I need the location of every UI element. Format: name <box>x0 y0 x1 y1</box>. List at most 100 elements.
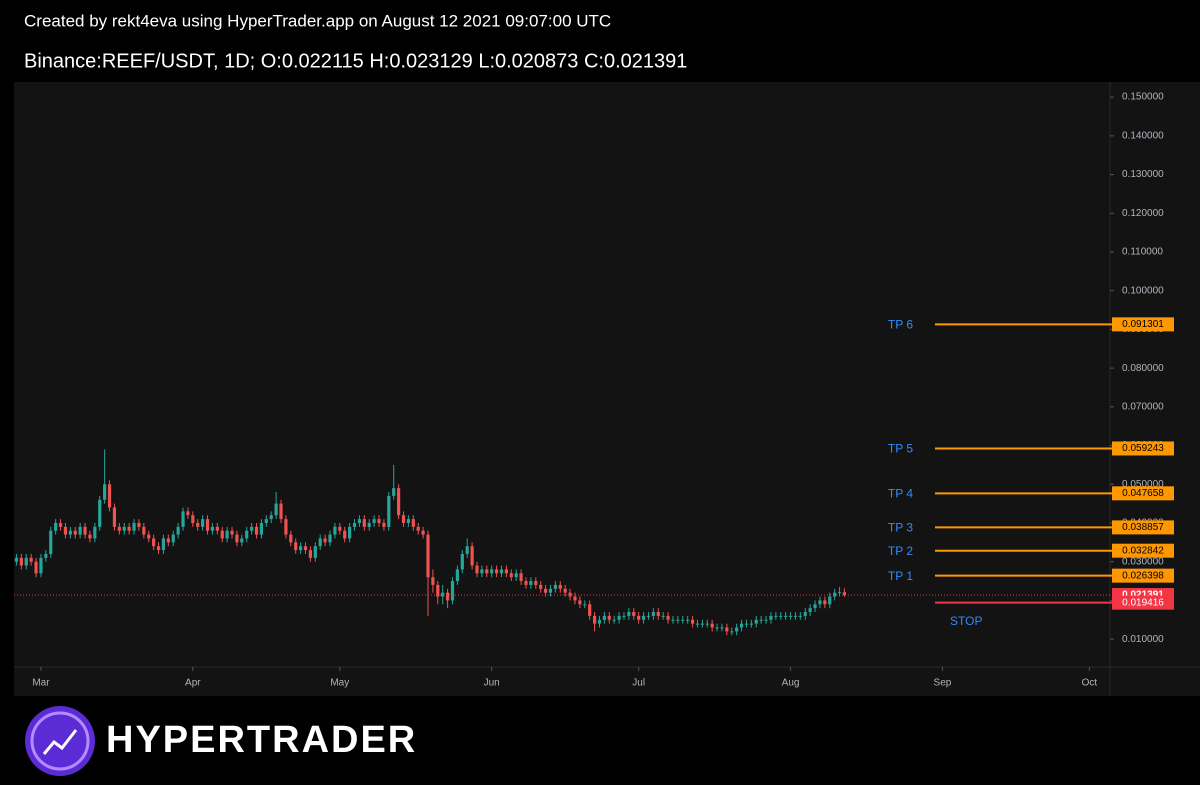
candle-body <box>632 612 636 616</box>
candle-body <box>715 627 719 629</box>
y-tick-label: 0.140000 <box>1122 130 1164 141</box>
candle-body <box>421 530 425 535</box>
candle-body <box>661 615 665 617</box>
candle-body <box>808 608 812 613</box>
level-box <box>1112 486 1174 501</box>
candle-body <box>637 615 641 620</box>
candle-body <box>744 623 749 625</box>
candle-body <box>269 515 273 520</box>
candle-body <box>352 522 357 527</box>
candle-body <box>34 561 38 574</box>
candle-body <box>313 546 317 558</box>
candle-body <box>754 619 758 624</box>
candle-body <box>29 557 33 562</box>
candle-body <box>259 522 264 535</box>
candle-body <box>392 488 396 496</box>
candle-body <box>588 604 592 616</box>
candle-body <box>372 519 376 523</box>
candle-body <box>88 534 92 539</box>
candle-body <box>250 526 254 531</box>
candle-body <box>470 546 474 566</box>
candle-body <box>837 592 842 594</box>
candle-body <box>191 515 195 523</box>
candle-body <box>490 569 494 574</box>
candle-body <box>44 553 48 558</box>
candle-body <box>445 592 450 601</box>
candle-body <box>49 530 53 554</box>
y-tick-label: 0.120000 <box>1122 208 1164 219</box>
candle-body <box>823 600 827 605</box>
candle-body <box>19 557 23 566</box>
candle-body <box>617 615 621 620</box>
y-tick-label: 0.080000 <box>1122 363 1164 374</box>
candle-body <box>450 581 455 601</box>
candle-body <box>573 596 577 601</box>
x-tick-label: May <box>330 678 349 689</box>
candle-body <box>646 615 651 617</box>
candle-body <box>499 569 504 574</box>
x-tick-label: Apr <box>185 678 201 689</box>
candle-body <box>220 530 224 539</box>
candle-body <box>14 557 19 562</box>
candle-body <box>201 519 205 527</box>
candle-body <box>803 612 807 616</box>
candle-body <box>690 619 695 624</box>
candles <box>14 449 847 636</box>
candle-body <box>401 515 406 523</box>
candle-body <box>813 604 817 609</box>
candle-body <box>764 619 768 621</box>
candle-body <box>480 569 484 574</box>
candle-body <box>730 631 734 633</box>
candle-body <box>671 619 675 621</box>
candle-body <box>93 526 97 539</box>
candle-body <box>406 519 411 523</box>
candle-body <box>362 519 366 527</box>
candle-body <box>161 538 166 551</box>
candle-body <box>323 538 327 543</box>
level-name: TP 1 <box>888 569 913 583</box>
candle-body <box>230 530 234 535</box>
candle-body <box>578 600 582 605</box>
candle-body <box>749 623 753 625</box>
candle-body <box>152 538 156 547</box>
level-price: 0.047658 <box>1122 488 1164 499</box>
candle-body <box>504 569 508 574</box>
candle-body <box>563 588 567 593</box>
candle-body <box>656 612 660 616</box>
candle-body <box>416 526 420 531</box>
y-tick-label: 0.010000 <box>1122 634 1164 645</box>
x-tick-label: Sep <box>934 678 952 689</box>
y-tick-label: 0.050000 <box>1122 479 1164 490</box>
y-tick-label: 0.110000 <box>1122 247 1163 258</box>
candle-body <box>147 534 151 539</box>
candle-body <box>240 538 244 543</box>
candle-body <box>279 503 283 520</box>
candle-body <box>539 584 543 589</box>
candle-body <box>333 526 337 535</box>
candle-body <box>254 526 259 535</box>
candle-body <box>627 612 631 616</box>
candle-body <box>122 526 126 531</box>
candle-body <box>210 526 215 531</box>
logo <box>25 706 95 776</box>
candle-body <box>142 526 146 535</box>
candle-body <box>171 534 175 543</box>
candle-body <box>382 522 386 527</box>
candle-body <box>833 592 837 597</box>
candle-body <box>117 526 121 531</box>
candle-body <box>641 615 646 620</box>
candle-body <box>543 588 548 593</box>
candle-body <box>455 569 459 582</box>
brand: HYPERTRADER <box>106 719 417 761</box>
x-tick-label: Jun <box>484 678 500 689</box>
candle-body <box>103 484 107 500</box>
candle-body <box>666 615 670 620</box>
x-tick-label: Aug <box>782 678 800 689</box>
candle-body <box>788 615 793 617</box>
y-tick-label: 0.100000 <box>1122 285 1164 296</box>
candle-body <box>348 526 352 539</box>
candle-body <box>176 526 180 535</box>
level-name: TP 4 <box>888 486 913 500</box>
candle-body <box>548 588 553 593</box>
candle-body <box>612 619 616 621</box>
